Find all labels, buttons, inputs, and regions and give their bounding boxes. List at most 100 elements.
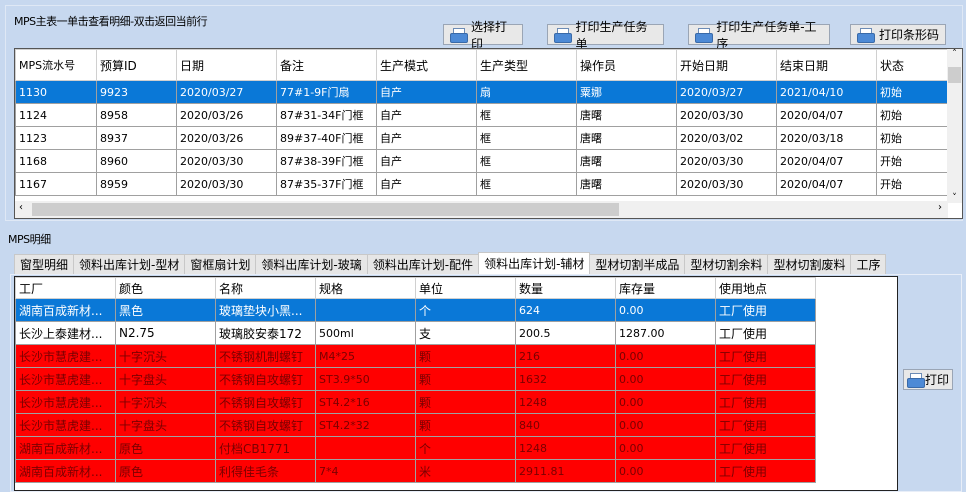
table-cell: 8959 [96,172,177,196]
table-row[interactable]: 1167 8959 2020/03/30 87#35-37F门框 自产框唐曙 2020/0… [15,172,949,196]
table-cell: 湖南百成新材... [15,298,116,322]
column-header[interactable]: 颜色 [115,277,216,299]
table-cell: 长沙市慧虎建... [15,413,116,437]
table-cell: 工厂使用 [715,436,816,460]
table-cell: 原色 [115,436,216,460]
detail-tabs: 窗型明细 领料出库计划-型材 窗框扇计划 领料出库计划-玻璃 领料出库计划-配件 领料出库… [14,252,887,274]
column-header[interactable]: 规格 [315,277,416,299]
table-cell: 工厂使用 [715,413,816,437]
table-cell: 0.00 [615,436,716,460]
table-cell: 开始 [876,149,949,173]
table-cell: 0.00 [615,390,716,414]
tab-6[interactable]: 型材切割半成品 [589,254,686,274]
table-row[interactable]: 1124 8958 2020/03/26 87#31-34F门框 自产框唐曙 2020/0… [15,103,949,127]
tab-4[interactable]: 领料出库计划-配件 [366,254,480,274]
table-cell: 黑色 [115,298,216,322]
table-cell: 2020/03/26 [176,103,277,127]
print-task-button[interactable]: 打印生产任务单 [547,20,664,51]
table-cell: 颗 [415,344,516,368]
column-header[interactable]: 单位 [415,277,516,299]
column-header[interactable]: 库存量 [615,277,716,299]
column-header[interactable]: 数量 [515,277,616,299]
tab-1[interactable]: 领料出库计划-型材 [73,254,186,274]
column-header[interactable]: 状态 [876,49,949,81]
table-cell: 初始 [876,126,949,150]
table-row[interactable]: 湖南百成新材... 黑色 玻璃垫块小黑... 个 624 0.00 工厂使用 [15,298,816,322]
tab-8[interactable]: 型材切割废料 [767,254,852,274]
table-row[interactable]: 1130 9923 2020/03/27 77#1-9F门扇 自产扇粟娜 2020/03/… [15,80,949,104]
column-header[interactable]: 使用地点 [715,277,816,299]
table-cell: 唐曙 [576,103,677,127]
column-header[interactable]: 日期 [176,49,277,81]
table-cell: ST4.2*16 [315,390,416,414]
table-cell: 玻璃胶安泰172 [215,321,316,345]
button-label: 打印生产任务单 [575,19,648,51]
column-header[interactable]: MPS流水号 [15,49,97,81]
table-cell: 1124 [15,103,97,127]
table-cell: 颗 [415,390,516,414]
tab-5[interactable]: 领料出库计划-辅材 [478,252,591,274]
table-cell: 624 [515,298,616,322]
tab-0[interactable]: 窗型明细 [14,254,75,274]
table-cell: 1248 [515,436,616,460]
table-row[interactable]: 湖南百成新材... 原色 利得佳毛条 7*4 米 2911.81 0.00 工厂使用 [15,459,816,483]
print-task-process-button[interactable]: 打印生产任务单-工序 [688,20,830,51]
tab-7[interactable]: 型材切割余料 [684,254,769,274]
table-cell: 自产 [376,103,477,127]
table-cell: 500ml [315,321,416,345]
tab-9[interactable]: 工序 [850,254,887,274]
column-header[interactable]: 生产模式 [376,49,477,81]
table-row[interactable]: 1168 8960 2020/03/30 87#38-39F门框 自产框唐曙 2020/0… [15,149,949,173]
column-header[interactable]: 预算ID [96,49,177,81]
table-cell: 2020/03/18 [776,126,877,150]
column-header[interactable]: 生产类型 [476,49,577,81]
table-cell: 唐曙 [576,126,677,150]
table-cell: 工厂使用 [715,459,816,483]
table-cell: 扇 [476,80,577,104]
mps-main-grid[interactable]: MPS流水号 预算ID 日期 备注 生产模式 生产类型 操作员 开始日期 结束日期 状态 1130 9… [14,48,963,219]
table-row[interactable]: 长沙市慧虎建... 十字盘头 不锈钢自攻螺钉 ST4.2*32 颗 840 0.00 工厂使用 [15,413,816,437]
table-cell: 87#31-34F门框 [276,103,377,127]
table-row[interactable]: 长沙市慧虎建... 十字沉头 不锈钢机制螺钉 M4*25 颗 216 0.00 工厂使用 [15,344,816,368]
table-cell: 粟娜 [576,80,677,104]
table-row[interactable]: 1123 8937 2020/03/26 89#37-40F门框 自产框唐曙 2020/0… [15,126,949,150]
table-row[interactable]: 长沙市慧虎建... 十字盘头 不锈钢自攻螺钉 ST3.9*50 颗 1632 0.00 工厂使… [15,367,816,391]
table-cell: 自产 [376,126,477,150]
horizontal-scrollbar[interactable]: ‹ › [15,201,948,218]
table-cell: 2020/03/30 [676,103,777,127]
table-cell: 89#37-40F门框 [276,126,377,150]
column-header[interactable]: 开始日期 [676,49,777,81]
print-barcode-button[interactable]: 打印条形码 [850,24,946,45]
print-button[interactable]: 打印 [903,369,953,390]
table-cell: 付档CB1771 [215,436,316,460]
table-cell: 原色 [115,459,216,483]
table-cell: 工厂使用 [715,298,816,322]
table-cell: 工厂使用 [715,344,816,368]
column-header[interactable]: 操作员 [576,49,677,81]
column-header[interactable]: 工厂 [15,277,116,299]
column-header[interactable]: 结束日期 [776,49,877,81]
column-header[interactable]: 名称 [215,277,316,299]
table-cell: 十字沉头 [115,344,216,368]
table-row[interactable]: 长沙市慧虎建... 十字沉头 不锈钢自攻螺钉 ST4.2*16 颗 1248 0.00 工厂使… [15,390,816,414]
tab-2[interactable]: 窗框扇计划 [184,254,257,274]
table-row[interactable]: 湖南百成新材... 原色 付档CB1771 个 1248 0.00 工厂使用 [15,436,816,460]
table-cell: 不锈钢自攻螺钉 [215,367,316,391]
table-cell: 0.00 [615,413,716,437]
vertical-scrollbar[interactable]: ˄ ˅ [947,49,962,203]
table-cell: ST3.9*50 [315,367,416,391]
table-cell: 0.00 [615,459,716,483]
table-cell: 唐曙 [576,149,677,173]
table-cell: 2020/03/30 [676,149,777,173]
table-cell: 1123 [15,126,97,150]
detail-grid[interactable]: 工厂 颜色 名称 规格 单位 数量 库存量 使用地点 湖南百成新材... 黑色 玻璃垫块小黑... 个… [14,276,898,491]
table-cell: 2020/03/30 [176,172,277,196]
select-print-button[interactable]: 选择打印 [443,20,523,51]
table-row[interactable]: 长沙上泰建材... N2.75 玻璃胶安泰172 500ml 支 200.5 1287.00… [15,321,816,345]
tab-3[interactable]: 领料出库计划-玻璃 [255,254,368,274]
table-cell: ST4.2*32 [315,413,416,437]
table-cell: 十字盘头 [115,413,216,437]
button-label: 选择打印 [471,19,508,51]
table-cell: 湖南百成新材... [15,436,116,460]
column-header[interactable]: 备注 [276,49,377,81]
